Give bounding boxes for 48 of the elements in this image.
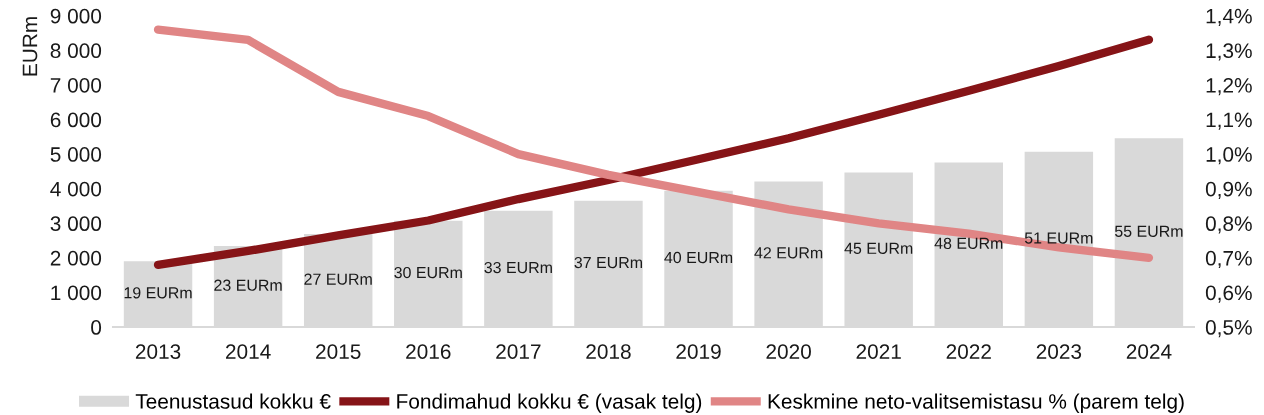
x-tick-label: 2016 [406, 344, 451, 359]
y2-tick-label: 0,9% [1205, 181, 1252, 199]
annotation: 19 EURm [124, 287, 192, 299]
y2-tick-label: 1,2% [1206, 77, 1252, 96]
y2-tick-label: 0,8% [1205, 216, 1252, 234]
x-tick-label: 2019 [676, 344, 721, 359]
y-tick-label: 1 000 [51, 285, 102, 301]
annotation: 45 EURm [844, 242, 913, 255]
x-tick-label: 2022 [946, 344, 991, 359]
y2-tick-label: 0,7% [1205, 250, 1252, 269]
legend-label: Keskmine neto-valitsemistasu % (parem telg) [768, 393, 1184, 413]
annotation: 51 EURm [1024, 232, 1093, 244]
y-tick-label: 3 000 [50, 216, 102, 232]
y-axis-title: EURm [22, 17, 38, 76]
y-tick-label: 7 000 [50, 77, 102, 93]
x-tick-label: 2021 [856, 344, 901, 359]
annotation: 48 EURm [934, 237, 1003, 249]
x-tick-label: 2015 [316, 344, 361, 359]
annotation: 40 EURm [664, 251, 733, 264]
annotation: 30 EURm [394, 266, 462, 279]
x-tick-label: 2024 [1126, 344, 1172, 359]
y2-tick-label: 1,1% [1206, 112, 1252, 130]
x-tick-label: 2017 [496, 344, 541, 359]
annotation: 23 EURm [214, 279, 282, 291]
y2-tick-label: 1,3% [1206, 43, 1252, 61]
y-tick-label: 8 000 [50, 43, 102, 59]
x-tick-label: 2018 [586, 344, 631, 359]
annotation: 27 EURm [304, 273, 372, 285]
y2-tick-label: 1,0% [1206, 147, 1252, 165]
annotation: 37 EURm [574, 256, 643, 269]
y-tick-label: 4 000 [50, 181, 102, 197]
x-tick-label: 2023 [1036, 344, 1082, 359]
x-tick-label: 2014 [226, 344, 271, 359]
y2-tick-label: 0,5% [1205, 320, 1252, 338]
y-tick-label: 2 000 [50, 250, 102, 266]
y-tick-label: 9 000 [50, 8, 102, 24]
legend-label: Fondimahud kokku € (vasak telg) [397, 393, 702, 413]
y-tick-label: 0 [91, 320, 102, 335]
annotation: 33 EURm [484, 261, 552, 274]
x-tick-label: 2013 [135, 344, 181, 359]
annotation: 42 EURm [754, 247, 823, 259]
legend-label: Teenustasud kokku € [135, 393, 331, 409]
x-tick-label: 2020 [766, 344, 811, 359]
annotation: 55 EURm [1114, 225, 1183, 237]
y-tick-label: 6 000 [50, 112, 102, 128]
y2-tick-label: 0,6% [1205, 285, 1252, 303]
y2-tick-label: 1,4% [1206, 8, 1252, 26]
y-tick-label: 5 000 [50, 147, 102, 162]
